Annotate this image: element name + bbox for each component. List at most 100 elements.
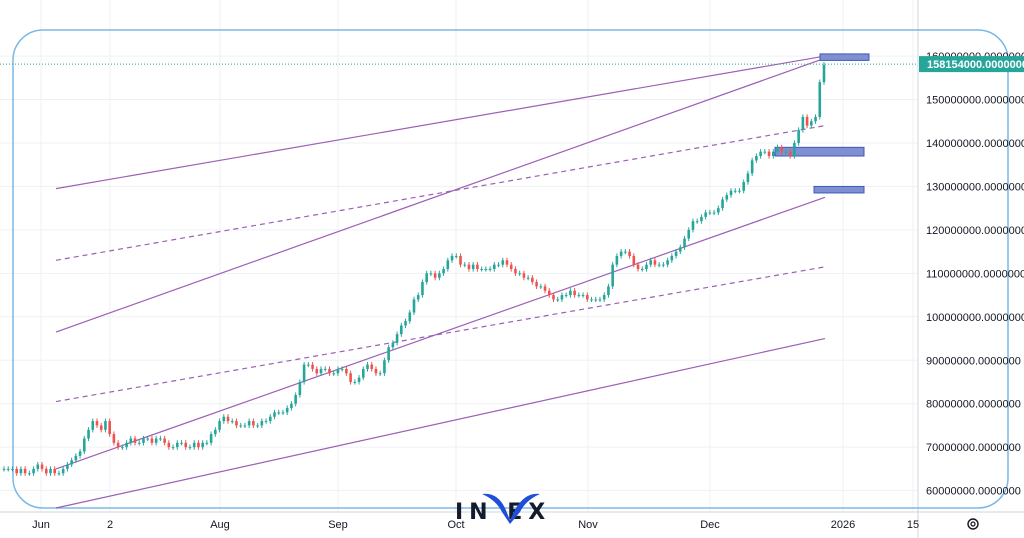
candle-body [315, 368, 319, 374]
candle-body [57, 473, 61, 475]
candle-body [154, 438, 158, 443]
channel-lines [55, 55, 826, 509]
candle-body [95, 421, 99, 426]
candle-body [518, 273, 521, 275]
candle-body [666, 260, 669, 265]
candle-body [311, 364, 314, 369]
candle-body [573, 290, 576, 296]
time-axis[interactable]: Jun 2 Aug Sep Oct Nov Dec 2026 15 [32, 519, 919, 531]
channel-line [55, 196, 826, 470]
candle-body [357, 377, 361, 382]
candle-body [810, 121, 813, 126]
time-tick-label: 15 [907, 519, 919, 531]
price-tick-label: 60000000.0000000 [926, 486, 1021, 498]
candle-body [602, 295, 606, 300]
candle-body [611, 264, 614, 287]
candle-body [598, 299, 602, 301]
candle-body [433, 273, 437, 278]
candle-body [514, 269, 517, 274]
zone-box [819, 53, 870, 61]
candle-body [36, 464, 40, 469]
candle-body [192, 442, 196, 448]
candle-body [797, 129, 800, 143]
candle-body [361, 368, 365, 378]
candle-body [408, 312, 412, 322]
candle-body [400, 325, 403, 335]
candle-body [83, 438, 86, 452]
candle-body [801, 116, 805, 130]
candle-body [230, 421, 234, 423]
candle-body [493, 264, 496, 269]
candle-body [23, 468, 27, 474]
candle-body [116, 442, 120, 448]
candle-body [488, 269, 492, 270]
price-tick-label: 120000000.0000000 [926, 225, 1024, 237]
candle-body [99, 425, 103, 430]
candle-body [70, 460, 73, 465]
candle-body [44, 468, 48, 474]
price-tick-label: 70000000.0000000 [926, 442, 1021, 454]
candle-body [19, 468, 23, 474]
price-axis[interactable]: 60000000.0000000 70000000.0000000 80000000… [919, 51, 1024, 498]
candle-body [717, 208, 720, 213]
candle-body [40, 464, 44, 469]
candle-body [615, 255, 619, 265]
price-tick-label: 110000000.0000000 [926, 268, 1024, 280]
candle-body [104, 421, 107, 430]
time-tick-label: Oct [447, 519, 464, 531]
candle-body [226, 416, 230, 422]
price-tick-label: 150000000.0000000 [926, 95, 1024, 107]
time-tick-label: Nov [578, 519, 598, 531]
candle-body [552, 295, 555, 300]
candle-body [429, 273, 433, 275]
candle-body [788, 151, 792, 157]
highlight-frame [12, 29, 1009, 509]
candle-body [750, 160, 754, 174]
candle-body [670, 255, 674, 261]
candle-body [480, 269, 483, 270]
candle-body [712, 212, 716, 214]
candle-body [281, 412, 285, 414]
candle-body [298, 381, 302, 396]
candle-body [345, 368, 348, 374]
candle-body [163, 438, 166, 443]
channel-line [55, 55, 826, 190]
candle-body [6, 468, 10, 470]
candle-body [805, 116, 809, 126]
candle-body [484, 269, 488, 270]
candle-body [307, 364, 310, 366]
time-tick-label: Dec [700, 519, 720, 531]
candle-body [585, 295, 589, 300]
candle-body [188, 447, 192, 449]
candle-body [137, 442, 141, 444]
candle-body [814, 116, 817, 122]
candle-body [729, 190, 733, 196]
candle-body [53, 468, 57, 474]
candle-body [497, 264, 500, 266]
time-tick-label: Jun [32, 519, 50, 531]
candle-body [180, 442, 183, 444]
candle-body [636, 264, 640, 269]
candle-body [184, 442, 188, 448]
candle-body [632, 255, 636, 265]
candle-body [395, 334, 399, 343]
logo-v-mark [482, 493, 540, 524]
candle-body [784, 151, 788, 153]
channel-line [55, 337, 826, 509]
candle-body [721, 199, 724, 209]
candle-body [268, 416, 272, 422]
candle-body [539, 286, 543, 288]
candle-body [125, 442, 128, 448]
time-tick-label: 2026 [831, 519, 855, 531]
candle-body [463, 264, 467, 266]
gear-icon[interactable] [967, 518, 979, 530]
channel-dashed-line [55, 125, 826, 261]
candle-body [252, 421, 255, 426]
candle-body [645, 264, 648, 269]
candle-body [509, 264, 513, 269]
candle-body [818, 82, 822, 117]
candle-body [387, 347, 390, 361]
candle-body [197, 442, 200, 448]
candle-body [569, 290, 572, 296]
